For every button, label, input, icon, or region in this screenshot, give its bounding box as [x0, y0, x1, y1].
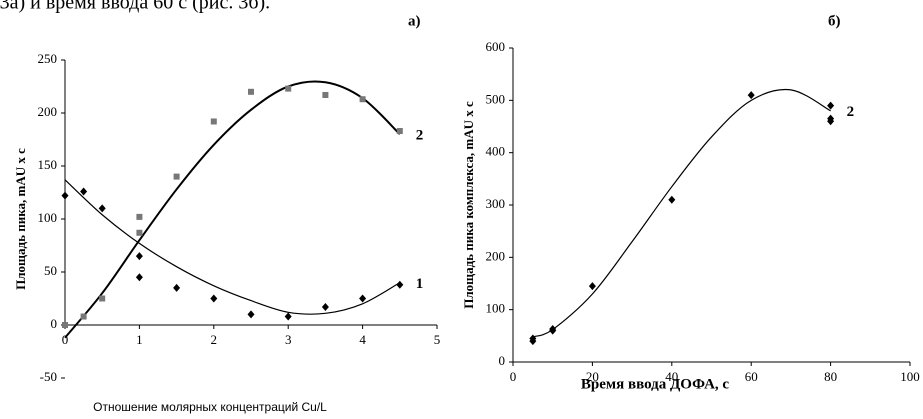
point — [248, 88, 254, 95]
point — [284, 312, 292, 321]
series-label: 2 — [416, 128, 424, 144]
y-tick-label: 100 — [486, 301, 506, 316]
point — [321, 302, 329, 311]
x-tick-label: 3 — [285, 332, 292, 347]
x-tick-label: 100 — [900, 369, 920, 384]
trend-line — [532, 88, 831, 338]
point — [396, 128, 403, 135]
point — [61, 191, 69, 200]
x-tick-label: 5 — [434, 332, 441, 347]
point — [135, 252, 143, 261]
point — [62, 322, 68, 328]
point — [827, 117, 835, 126]
point — [173, 173, 180, 180]
y-tick-label: 50 — [44, 263, 57, 278]
y-tick-label: 200 — [486, 248, 506, 263]
point — [747, 91, 755, 100]
point — [588, 282, 596, 291]
point — [80, 313, 87, 320]
point — [827, 101, 835, 110]
panel-label: а) — [408, 13, 421, 29]
point — [210, 118, 217, 125]
trend-line — [64, 179, 401, 315]
x-tick-label: 1 — [136, 332, 143, 347]
x-axis-title: Время ввода ДОФА, с — [581, 376, 730, 392]
point — [247, 310, 255, 319]
y-tick-label: 250 — [38, 51, 58, 66]
y-tick-label: 0 — [51, 316, 58, 331]
y-tick-label: 200 — [38, 104, 58, 119]
x-tick-label: 60 — [745, 369, 758, 384]
y-tick-label: 100 — [38, 210, 58, 225]
y-tick-label: 500 — [486, 91, 506, 106]
point — [136, 213, 143, 220]
x-tick-label: 2 — [211, 332, 218, 347]
point — [98, 204, 106, 213]
point — [285, 85, 292, 92]
point — [135, 273, 143, 282]
x-tick-label: 20 — [586, 369, 599, 384]
x-tick-label: 4 — [359, 332, 366, 347]
point — [359, 294, 367, 303]
point — [99, 295, 106, 302]
x-tick-label: 80 — [824, 369, 837, 384]
point — [549, 325, 557, 334]
series-label: 2 — [847, 104, 855, 120]
trend-line — [64, 80, 401, 339]
header-text: ис. 3а) и время ввода 60 с (рис. 3б). — [0, 0, 270, 14]
y-tick-label: -50 — [40, 369, 57, 384]
point — [322, 91, 329, 98]
y-tick-label: 600 — [486, 39, 506, 54]
y-axis-title: Площадь пика комплекса, mAU x c — [461, 101, 476, 309]
series-label: 1 — [416, 276, 424, 292]
point — [668, 195, 676, 204]
y-tick-label: 300 — [486, 196, 506, 211]
y-tick-label: 150 — [38, 157, 58, 172]
point — [210, 294, 218, 303]
y-tick-label: 400 — [486, 144, 506, 159]
point — [529, 337, 537, 346]
x-tick-label: 0 — [510, 369, 517, 384]
point — [173, 283, 181, 292]
panel-label: б) — [828, 13, 841, 29]
point — [80, 187, 88, 196]
x-tick-label: 0 — [62, 332, 69, 347]
y-axis-title: Площадь пика, mAU x c — [13, 148, 28, 290]
point — [359, 96, 366, 103]
x-axis-title: Отношение молярных концентраций Cu/L — [93, 400, 327, 414]
point — [396, 280, 404, 289]
x-tick-label: 40 — [665, 369, 678, 384]
point — [136, 229, 143, 236]
y-tick-label: 0 — [499, 353, 506, 368]
